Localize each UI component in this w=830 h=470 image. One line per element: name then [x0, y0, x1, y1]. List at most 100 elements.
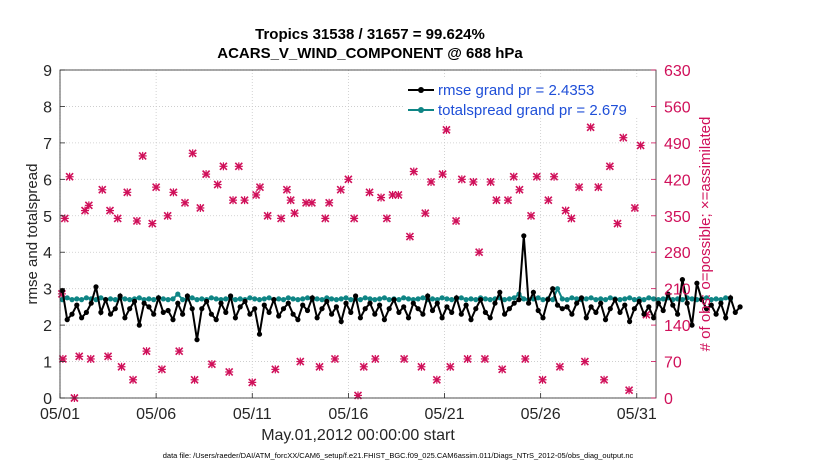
- series-point-rmse: [699, 297, 705, 303]
- series-point-rmse: [223, 309, 229, 315]
- series-point-rmse: [463, 302, 469, 308]
- series-point-spread: [434, 297, 440, 303]
- obs-assimilated-marker: [613, 219, 622, 228]
- obs-assimilated-marker: [630, 203, 639, 213]
- series-point-spread: [74, 296, 80, 302]
- series-point-rmse: [204, 298, 210, 304]
- obs-assimilated-marker: [207, 360, 216, 369]
- data-file-footer: data file: /Users/raeder/DAI/ATM_forcXX/…: [163, 451, 634, 460]
- series-point-spread: [588, 295, 594, 301]
- obs-assimilated-marker: [277, 214, 286, 223]
- y-right-tick-label: 420: [664, 172, 691, 189]
- series-point-rmse: [357, 315, 363, 321]
- series-point-spread: [362, 295, 368, 301]
- series-point-rmse: [550, 286, 556, 292]
- series-point-rmse: [112, 306, 118, 312]
- series-point-spread: [223, 296, 229, 302]
- obs-assimilated-marker: [480, 354, 489, 364]
- series-line-rmse: [61, 235, 741, 340]
- series-point-spread: [324, 295, 330, 301]
- series-point-spread: [69, 297, 75, 303]
- series-point-spread: [622, 296, 628, 302]
- y-axis-right: 0 70 140 210 280 350 420 490 560 630: [651, 63, 691, 408]
- series-point-rmse: [117, 293, 123, 299]
- series-point-rmse: [607, 306, 613, 312]
- series-point-spread: [314, 296, 320, 302]
- series-point-rmse: [655, 300, 662, 306]
- series-point-rmse: [170, 317, 176, 323]
- obs-assimilated-marker: [282, 185, 291, 194]
- series-point-spread: [141, 297, 147, 303]
- obs-assimilated-marker: [240, 196, 249, 205]
- series-point-spread: [261, 296, 267, 302]
- obs-assimilated-marker: [234, 162, 243, 171]
- series-point-rmse: [636, 298, 642, 304]
- obs-assimilated-marker: [350, 214, 359, 223]
- obs-assimilated-marker: [103, 352, 113, 361]
- series-point-spread: [160, 296, 166, 302]
- series-point-rmse: [444, 304, 450, 310]
- series-point-rmse: [208, 311, 214, 317]
- obs-assimilated-marker: [75, 352, 84, 361]
- series-point-spread: [386, 297, 392, 303]
- obs-assimilated-marker: [457, 175, 466, 184]
- series-point-spread: [535, 295, 541, 301]
- series-point-rmse: [88, 300, 94, 306]
- y-right-tick-label: 0: [664, 391, 673, 408]
- series-point-rmse: [627, 318, 633, 325]
- series-point-rmse: [718, 300, 724, 306]
- series-point-spread: [396, 297, 402, 303]
- x-tick-label: 05/21: [424, 406, 464, 423]
- series-point-rmse: [458, 311, 464, 317]
- series-point-rmse: [184, 293, 190, 299]
- legend-rmse-marker: [418, 87, 424, 93]
- obs-assimilated-marker: [371, 354, 380, 364]
- series-layer: [59, 233, 743, 343]
- y-left-tick-label: 2: [43, 318, 52, 335]
- obs-assimilated-marker: [625, 386, 634, 395]
- obs-assimilated-marker: [263, 211, 272, 220]
- series-point-spread: [151, 297, 157, 303]
- series-point-rmse: [98, 309, 104, 315]
- obs-assimilated-marker: [580, 357, 589, 366]
- series-point-spread: [170, 296, 176, 302]
- series-point-spread: [208, 295, 214, 301]
- series-point-spread: [300, 296, 306, 302]
- series-point-rmse: [314, 315, 320, 321]
- obs-assimilated-marker: [594, 183, 603, 192]
- obs-assimilated-marker: [290, 209, 299, 218]
- obs-assimilated-marker: [252, 190, 261, 200]
- series-point-rmse: [449, 309, 455, 315]
- series-point-spread: [372, 297, 378, 303]
- obs-assimilated-marker: [382, 214, 391, 223]
- obs-assimilated-marker: [148, 219, 157, 228]
- series-point-spread: [593, 297, 599, 303]
- obs-assimilated-marker: [600, 375, 609, 384]
- obs-assimilated-marker: [65, 172, 74, 181]
- y-left-tick-label: 4: [43, 245, 52, 262]
- y-left-tick-label: 7: [43, 136, 52, 153]
- obs-assimilated-marker: [128, 375, 138, 384]
- series-point-rmse: [74, 302, 80, 308]
- series-point-rmse: [727, 295, 734, 301]
- series-point-rmse: [232, 315, 238, 321]
- series-point-rmse: [468, 317, 474, 323]
- obs-assimilated-marker: [307, 198, 316, 207]
- series-point-spread: [415, 296, 421, 302]
- series-point-rmse: [353, 293, 359, 299]
- series-point-spread: [420, 295, 426, 301]
- series-point-spread: [285, 295, 291, 301]
- obs-assimilated-marker: [296, 357, 305, 366]
- series-point-rmse: [554, 302, 561, 308]
- series-point-rmse: [213, 317, 219, 323]
- x-tick-label: 05/06: [136, 406, 176, 423]
- series-point-spread: [266, 295, 272, 301]
- obs-assimilated-marker: [163, 211, 172, 220]
- obs-assimilated-marker: [196, 203, 205, 213]
- series-point-spread: [107, 296, 114, 302]
- series-point-rmse: [107, 311, 114, 317]
- series-point-rmse: [189, 306, 195, 312]
- series-point-rmse: [492, 300, 498, 306]
- series-point-spread: [377, 296, 383, 302]
- series-point-rmse: [309, 295, 315, 301]
